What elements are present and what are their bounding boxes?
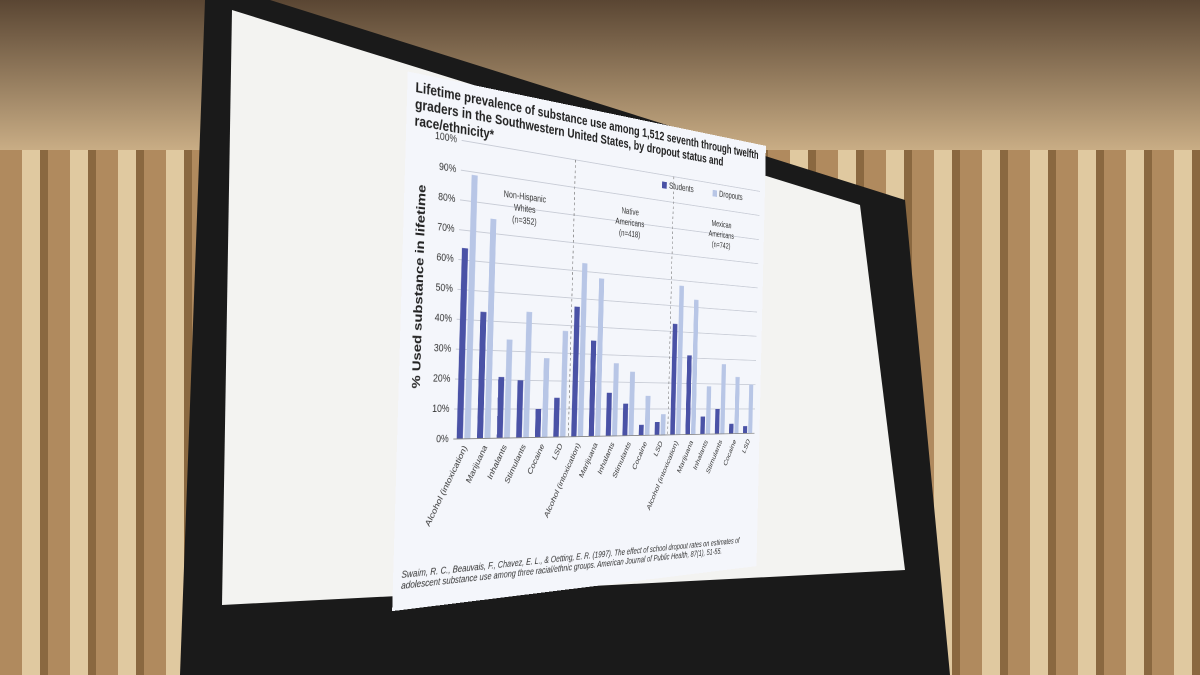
- group-label: Whites: [514, 202, 536, 215]
- y-tick-label: 0%: [436, 434, 449, 446]
- y-axis-label: % Used substance in lifetime: [408, 183, 428, 388]
- bar: [516, 380, 524, 438]
- slide: Lifetime prevalence of substance use amo…: [392, 71, 766, 612]
- x-tick-label: Alcohol (intoxication): [543, 441, 582, 519]
- bar: [685, 355, 692, 435]
- bar: [628, 371, 636, 436]
- chart: 0% 10% 20% 30% 40% 50% 60% 70% 80% 90% 100% % Used …: [408, 130, 765, 528]
- legend-swatch: [662, 181, 667, 189]
- legend-swatch: [712, 189, 718, 197]
- y-tick-label: 40%: [435, 312, 453, 325]
- bar: [660, 414, 666, 436]
- x-tick-label: Cocaine: [722, 438, 737, 468]
- bar: [612, 363, 619, 436]
- bar: [720, 364, 727, 434]
- group-label: (n=742): [712, 240, 731, 251]
- bar: [734, 376, 740, 434]
- x-tick-label: Cocaine: [631, 440, 648, 472]
- bar: [577, 262, 588, 437]
- bar: [748, 384, 754, 434]
- y-tick-label: 30%: [434, 343, 452, 355]
- legend-label: Dropouts: [719, 189, 743, 202]
- bar: [534, 409, 542, 438]
- bar: [714, 408, 720, 435]
- x-tick-label: LSD: [551, 441, 564, 461]
- group-label: (n=418): [619, 228, 640, 240]
- y-tick-label: 50%: [435, 282, 453, 295]
- y-tick-label: 100%: [435, 130, 457, 145]
- x-tick-label: Alcohol (intoxication): [423, 444, 468, 528]
- bar: [553, 397, 560, 438]
- bar: [504, 339, 513, 439]
- grid-line: [457, 289, 757, 312]
- grid-line: [458, 259, 757, 287]
- bar: [644, 395, 651, 436]
- group-label: Non-Hispanic: [504, 189, 547, 205]
- group-label: Native: [621, 206, 639, 218]
- bar: [622, 403, 629, 436]
- x-tick-label: LSD: [652, 439, 664, 458]
- bar: [729, 423, 734, 434]
- grid-line: [456, 349, 756, 360]
- group-label: Americans: [615, 216, 644, 229]
- x-tick-label: Cocaine: [526, 442, 546, 476]
- y-tick-label: 20%: [433, 373, 451, 385]
- group-label: Americans: [709, 229, 735, 241]
- grid-line: [457, 319, 757, 336]
- bar: [588, 340, 597, 437]
- bar: [675, 285, 685, 435]
- x-tick-label: LSD: [741, 437, 751, 455]
- group-label: Mexican: [712, 219, 732, 230]
- group-label: (n=352): [512, 214, 537, 227]
- y-tick-label: 60%: [436, 252, 454, 265]
- bar: [541, 358, 550, 438]
- bar: [523, 311, 533, 438]
- x-tick-label: Alcohol (intoxication): [645, 439, 679, 512]
- bar: [705, 386, 712, 435]
- bar: [605, 392, 612, 437]
- bar: [700, 416, 706, 435]
- legend-label: Students: [669, 181, 694, 195]
- bar: [560, 330, 569, 437]
- bar: [742, 426, 748, 434]
- bar: [496, 376, 505, 439]
- y-tick-label: 70%: [437, 222, 455, 236]
- bar: [638, 424, 644, 436]
- bar: [484, 218, 497, 439]
- bar: [691, 299, 699, 435]
- bar: [654, 422, 660, 436]
- y-tick-label: 80%: [438, 191, 456, 205]
- y-tick-label: 90%: [439, 161, 456, 175]
- bar: [595, 278, 605, 437]
- y-tick-label: 10%: [432, 403, 450, 415]
